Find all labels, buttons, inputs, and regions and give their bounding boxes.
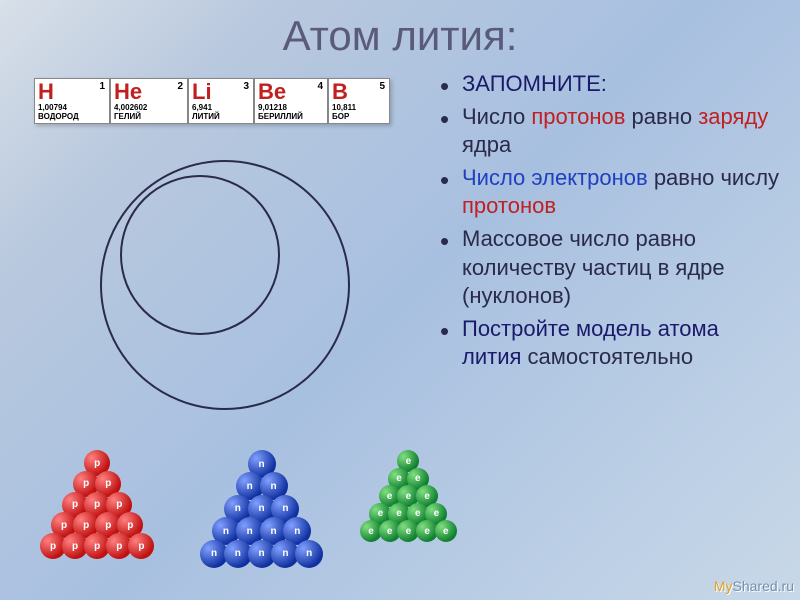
element-card: 4Be9,01218БЕРИЛЛИЙ: [254, 78, 328, 124]
element-card: 5B10,811БОР: [328, 78, 390, 124]
notes-panel: ЗАПОМНИТЕ: Число протонов равно заряду яд…: [440, 70, 780, 376]
particle-cluster: eeeeeeeeeeeeeee: [360, 450, 510, 570]
particle-sphere: p: [128, 533, 154, 559]
inner-orbit: [120, 175, 280, 335]
element-card: 3Li6,941ЛИТИЙ: [188, 78, 254, 124]
element-card: 1H1,00794ВОДОРОД: [34, 78, 110, 124]
element-symbol: B: [332, 81, 386, 103]
bullet-list: ЗАПОМНИТЕ: Число протонов равно заряду яд…: [440, 70, 780, 372]
element-symbol: Be: [258, 81, 324, 103]
particle-cluster: nnnnnnnnnnnnnnn: [200, 450, 350, 570]
element-name: ВОДОРОД: [38, 112, 106, 121]
element-card: 2He4,002602ГЕЛИЙ: [110, 78, 188, 124]
element-name: БОР: [332, 112, 386, 121]
element-symbol: H: [38, 81, 106, 103]
element-symbol: He: [114, 81, 184, 103]
particle-sphere: n: [295, 540, 323, 568]
particle-sphere: e: [435, 520, 457, 542]
element-name: БЕРИЛЛИЙ: [258, 112, 324, 121]
element-number: 1: [99, 81, 105, 92]
element-mass: 1,00794: [38, 103, 106, 112]
element-mass: 10,811: [332, 103, 386, 112]
element-symbol: Li: [192, 81, 250, 103]
bullet-item: ЗАПОМНИТЕ:: [440, 70, 780, 99]
element-number: 4: [317, 81, 323, 92]
periodic-elements-row: 1H1,00794ВОДОРОД2He4,002602ГЕЛИЙ3Li6,941…: [34, 78, 390, 124]
particle-cluster: ppppppppppppppp: [40, 450, 190, 570]
element-mass: 4,002602: [114, 103, 184, 112]
bullet-item: Постройте модель атома лития самостоятел…: [440, 315, 780, 372]
element-name: ЛИТИЙ: [192, 112, 250, 121]
element-number: 3: [243, 81, 249, 92]
element-mass: 6,941: [192, 103, 250, 112]
element-number: 2: [177, 81, 183, 92]
page-title: Атом лития:: [0, 0, 800, 60]
bullet-item: Число протонов равно заряду ядра: [440, 103, 780, 160]
bullet-item: Массовое число равно количеству частиц в…: [440, 225, 780, 311]
element-name: ГЕЛИЙ: [114, 112, 184, 121]
element-number: 5: [379, 81, 385, 92]
bullet-item: Число электронов равно числу протонов: [440, 164, 780, 221]
element-mass: 9,01218: [258, 103, 324, 112]
watermark: MyShared.ru: [714, 578, 794, 594]
